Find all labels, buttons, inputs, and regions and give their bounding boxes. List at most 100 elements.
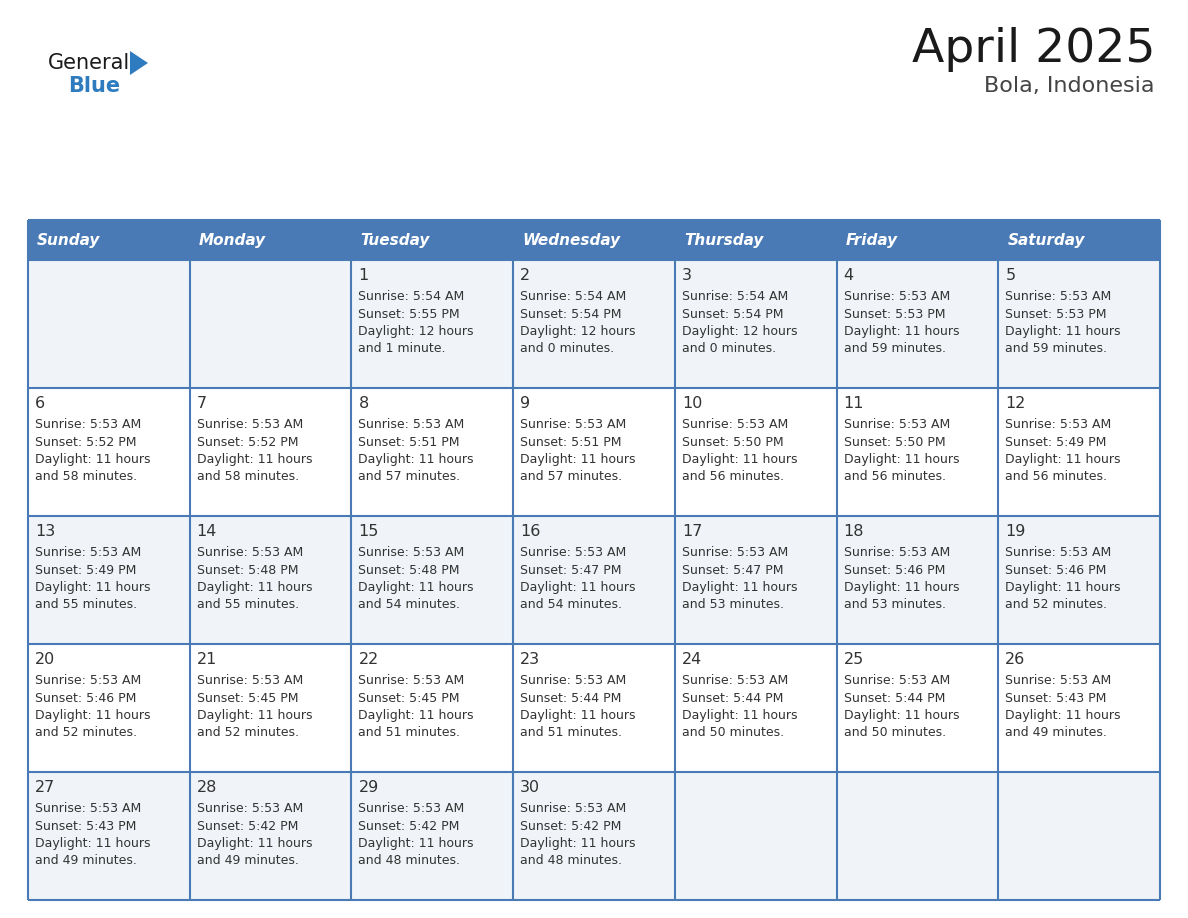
Bar — [513, 388, 675, 516]
Bar — [998, 772, 1159, 900]
Text: Sunset: 5:47 PM: Sunset: 5:47 PM — [520, 564, 621, 577]
Text: and 49 minutes.: and 49 minutes. — [1005, 726, 1107, 740]
Text: Sunrise: 5:53 AM: Sunrise: 5:53 AM — [682, 418, 788, 431]
Text: Sunset: 5:48 PM: Sunset: 5:48 PM — [359, 564, 460, 577]
Text: Sunrise: 5:53 AM: Sunrise: 5:53 AM — [682, 546, 788, 559]
Text: Sunrise: 5:53 AM: Sunrise: 5:53 AM — [197, 802, 303, 815]
Text: and 58 minutes.: and 58 minutes. — [197, 471, 299, 484]
Bar — [998, 388, 1159, 516]
Text: 30: 30 — [520, 780, 541, 795]
Text: Daylight: 11 hours: Daylight: 11 hours — [843, 325, 959, 338]
Text: 19: 19 — [1005, 524, 1025, 539]
Text: 3: 3 — [682, 268, 691, 283]
Text: Daylight: 11 hours: Daylight: 11 hours — [359, 453, 474, 466]
Bar — [998, 516, 1159, 644]
Text: and 57 minutes.: and 57 minutes. — [359, 471, 461, 484]
Bar — [29, 220, 190, 260]
Text: 10: 10 — [682, 396, 702, 411]
Text: and 58 minutes.: and 58 minutes. — [34, 471, 137, 484]
Text: Sunset: 5:52 PM: Sunset: 5:52 PM — [197, 435, 298, 449]
Text: and 59 minutes.: and 59 minutes. — [843, 342, 946, 355]
Text: Sunset: 5:42 PM: Sunset: 5:42 PM — [197, 820, 298, 833]
Text: Sunrise: 5:54 AM: Sunrise: 5:54 AM — [682, 290, 788, 303]
Bar — [352, 772, 513, 900]
Text: and 54 minutes.: and 54 minutes. — [520, 599, 623, 611]
Text: 22: 22 — [359, 652, 379, 667]
Text: Sunrise: 5:53 AM: Sunrise: 5:53 AM — [359, 674, 465, 687]
Text: Sunrise: 5:53 AM: Sunrise: 5:53 AM — [520, 418, 626, 431]
Bar — [513, 772, 675, 900]
Bar — [675, 644, 836, 772]
Text: Daylight: 11 hours: Daylight: 11 hours — [197, 837, 312, 850]
Bar — [836, 388, 998, 516]
Text: Sunset: 5:45 PM: Sunset: 5:45 PM — [197, 691, 298, 704]
Text: Sunset: 5:43 PM: Sunset: 5:43 PM — [34, 820, 137, 833]
Text: Blue: Blue — [68, 76, 120, 96]
Text: Sunset: 5:44 PM: Sunset: 5:44 PM — [520, 691, 621, 704]
Text: Daylight: 11 hours: Daylight: 11 hours — [359, 581, 474, 594]
Text: Sunset: 5:44 PM: Sunset: 5:44 PM — [682, 691, 783, 704]
Text: Sunrise: 5:54 AM: Sunrise: 5:54 AM — [359, 290, 465, 303]
Text: and 50 minutes.: and 50 minutes. — [682, 726, 784, 740]
Text: Tuesday: Tuesday — [360, 232, 430, 248]
Text: 14: 14 — [197, 524, 217, 539]
Text: Sunset: 5:53 PM: Sunset: 5:53 PM — [843, 308, 946, 320]
Bar — [29, 388, 190, 516]
Bar — [675, 516, 836, 644]
Text: and 49 minutes.: and 49 minutes. — [34, 855, 137, 868]
Bar — [190, 388, 352, 516]
Text: Daylight: 11 hours: Daylight: 11 hours — [1005, 453, 1120, 466]
Bar — [513, 516, 675, 644]
Bar — [998, 220, 1159, 260]
Text: Saturday: Saturday — [1007, 232, 1085, 248]
Text: Sunset: 5:50 PM: Sunset: 5:50 PM — [682, 435, 783, 449]
Text: and 49 minutes.: and 49 minutes. — [197, 855, 298, 868]
Text: Sunset: 5:49 PM: Sunset: 5:49 PM — [1005, 435, 1107, 449]
Text: 11: 11 — [843, 396, 864, 411]
Text: 13: 13 — [34, 524, 56, 539]
Text: Sunset: 5:53 PM: Sunset: 5:53 PM — [1005, 308, 1107, 320]
Text: Sunset: 5:48 PM: Sunset: 5:48 PM — [197, 564, 298, 577]
Bar — [675, 772, 836, 900]
Text: 28: 28 — [197, 780, 217, 795]
Text: 18: 18 — [843, 524, 864, 539]
Text: Sunset: 5:46 PM: Sunset: 5:46 PM — [1005, 564, 1107, 577]
Text: and 1 minute.: and 1 minute. — [359, 342, 446, 355]
Text: Sunrise: 5:53 AM: Sunrise: 5:53 AM — [197, 546, 303, 559]
Text: Daylight: 11 hours: Daylight: 11 hours — [520, 709, 636, 722]
Text: Sunrise: 5:53 AM: Sunrise: 5:53 AM — [520, 802, 626, 815]
Text: Sunset: 5:54 PM: Sunset: 5:54 PM — [682, 308, 783, 320]
Text: Daylight: 11 hours: Daylight: 11 hours — [34, 837, 151, 850]
Text: Sunset: 5:44 PM: Sunset: 5:44 PM — [843, 691, 944, 704]
Text: Sunrise: 5:53 AM: Sunrise: 5:53 AM — [359, 418, 465, 431]
Text: 8: 8 — [359, 396, 368, 411]
Text: Sunrise: 5:53 AM: Sunrise: 5:53 AM — [843, 418, 950, 431]
Text: General: General — [48, 53, 131, 73]
Bar — [29, 644, 190, 772]
Text: Daylight: 11 hours: Daylight: 11 hours — [197, 453, 312, 466]
Bar — [190, 516, 352, 644]
Text: Daylight: 11 hours: Daylight: 11 hours — [843, 581, 959, 594]
Text: 16: 16 — [520, 524, 541, 539]
Bar — [513, 220, 675, 260]
Bar — [836, 220, 998, 260]
Text: Bola, Indonesia: Bola, Indonesia — [985, 76, 1155, 96]
Text: 26: 26 — [1005, 652, 1025, 667]
Text: Daylight: 11 hours: Daylight: 11 hours — [34, 709, 151, 722]
Bar — [29, 260, 190, 388]
Text: Sunrise: 5:53 AM: Sunrise: 5:53 AM — [1005, 418, 1112, 431]
Text: Daylight: 11 hours: Daylight: 11 hours — [520, 453, 636, 466]
Bar — [513, 260, 675, 388]
Text: Sunrise: 5:53 AM: Sunrise: 5:53 AM — [1005, 674, 1112, 687]
Text: Sunrise: 5:53 AM: Sunrise: 5:53 AM — [34, 674, 141, 687]
Text: Sunrise: 5:53 AM: Sunrise: 5:53 AM — [520, 674, 626, 687]
Text: Daylight: 12 hours: Daylight: 12 hours — [682, 325, 797, 338]
Text: Sunset: 5:46 PM: Sunset: 5:46 PM — [843, 564, 944, 577]
Text: Daylight: 11 hours: Daylight: 11 hours — [520, 837, 636, 850]
Text: 25: 25 — [843, 652, 864, 667]
Text: 15: 15 — [359, 524, 379, 539]
Text: Sunrise: 5:53 AM: Sunrise: 5:53 AM — [1005, 546, 1112, 559]
Text: Daylight: 11 hours: Daylight: 11 hours — [520, 581, 636, 594]
Text: Monday: Monday — [198, 232, 266, 248]
Text: and 53 minutes.: and 53 minutes. — [843, 599, 946, 611]
